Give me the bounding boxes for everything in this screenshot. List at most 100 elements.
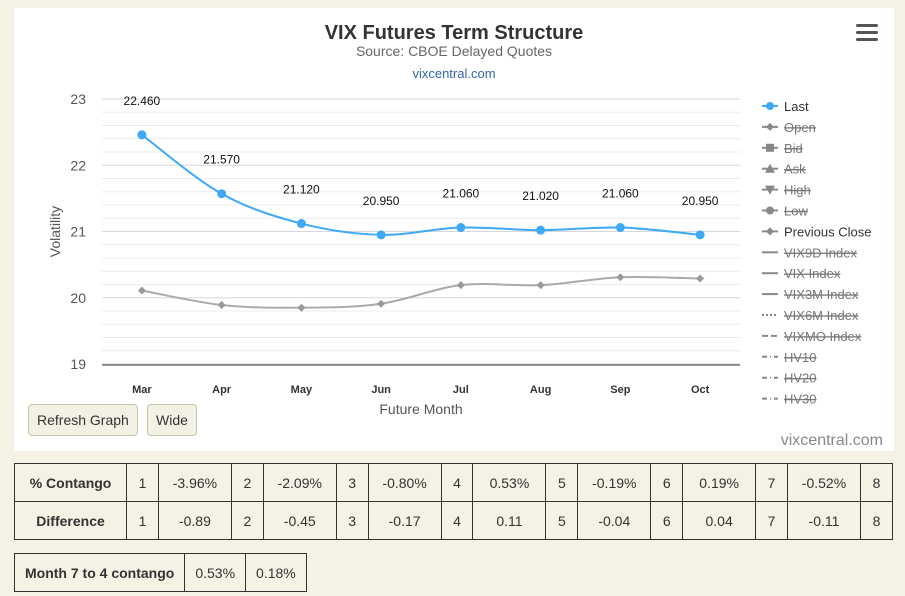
value-cell: -0.04: [577, 501, 652, 540]
data-label: 21.120: [283, 183, 320, 197]
legend-label: HV20: [784, 371, 817, 386]
legend-item[interactable]: VIX6M Index: [762, 308, 859, 323]
legend-label: Open: [784, 120, 816, 135]
value-cell: -0.11: [786, 501, 861, 540]
last-line: [141, 133, 701, 236]
x-tick-label: Sep: [610, 384, 630, 396]
legend-item[interactable]: HV30: [762, 392, 817, 407]
legend-item[interactable]: HV20: [762, 371, 817, 386]
legend-item[interactable]: VIXMO Index: [762, 329, 862, 344]
legend-item[interactable]: VIX9D Index: [762, 245, 857, 260]
y-tick-label: 23: [70, 91, 86, 107]
chart-panel: VIX Futures Term Structure Source: CBOE …: [14, 8, 894, 451]
value-cell: -2.09%: [262, 463, 337, 502]
legend-marker: [766, 227, 774, 236]
month-index-cell: 1: [126, 463, 159, 502]
month-index-cell: 6: [650, 501, 684, 540]
legend-label: HV30: [784, 392, 817, 407]
legend-item[interactable]: Ask: [762, 162, 806, 177]
month-index-cell: 7: [755, 501, 788, 540]
legend-marker: [766, 206, 774, 215]
value-cell: -0.89: [157, 501, 232, 540]
legend-marker: [766, 122, 774, 131]
month-contango-table: Month 7 to 4 contango 0.53% 0.18%: [13, 553, 307, 592]
contango-table-row: Difference 1 -0.89 2 -0.45 3 -0.17 4 0.11 5 -0.04 6…: [13, 501, 894, 540]
contango-table-row: % Contango 1 -3.96% 2 -2.09% 3 -0.80% 4 0.53% 5 -0…: [13, 463, 894, 502]
previous-close-line: [141, 275, 701, 309]
previous-close-point: [536, 281, 545, 290]
refresh-graph-button[interactable]: Refresh Graph: [28, 404, 138, 436]
last-point: [456, 223, 466, 233]
value-cell: -0.52%: [786, 463, 861, 502]
y-axis-title: Volatility: [47, 206, 63, 257]
hamburger-menu-icon[interactable]: [856, 24, 878, 42]
y-tick-label: 21: [70, 224, 86, 240]
month-index-cell: 1: [126, 501, 159, 540]
previous-close-point: [616, 273, 625, 282]
month-index-cell: 5: [545, 501, 579, 540]
x-tick-label: May: [291, 384, 313, 396]
contango-table: % Contango 1 -3.96% 2 -2.09% 3 -0.80% 4 0.53% 5 -0…: [13, 463, 894, 540]
data-label: 20.950: [363, 194, 400, 208]
data-label: 22.460: [124, 94, 161, 108]
legend-marker: [765, 185, 775, 195]
legend-item[interactable]: Bid: [762, 141, 803, 156]
legend-label: HV10: [784, 350, 817, 365]
last-point: [695, 230, 705, 240]
data-label: 21.020: [522, 189, 559, 203]
legend-item[interactable]: Last: [762, 99, 809, 114]
x-tick-label: Jun: [371, 384, 391, 396]
chart-credit[interactable]: vixcentral.com: [780, 432, 883, 449]
value-cell: 0.11: [472, 501, 547, 540]
month-index-cell: 8: [859, 501, 894, 540]
last-point: [217, 189, 227, 199]
month-index-cell: 4: [440, 463, 474, 502]
month-index-cell: 3: [335, 501, 369, 540]
previous-close-point: [456, 281, 465, 290]
previous-close-point: [297, 303, 306, 312]
data-label: 21.060: [602, 187, 639, 201]
wide-button[interactable]: Wide: [147, 404, 197, 436]
chart-source-link[interactable]: vixcentral.com: [412, 66, 496, 81]
legend-item[interactable]: High: [762, 183, 811, 198]
value-cell: -0.45: [262, 501, 337, 540]
legend-item[interactable]: VIX3M Index: [762, 287, 859, 302]
previous-close-point: [377, 299, 386, 308]
legend-item[interactable]: Low: [762, 204, 808, 219]
month-index-cell: 2: [230, 501, 264, 540]
row-label: % Contango: [13, 463, 128, 502]
previous-close-point: [137, 286, 146, 295]
value-cell: 0.04: [682, 501, 757, 540]
value-cell: -3.96%: [157, 463, 232, 502]
y-tick-label: 20: [70, 290, 86, 306]
month-contango-value: 0.18%: [245, 553, 307, 592]
month-contango-value: 0.53%: [184, 553, 247, 592]
x-tick-label: Apr: [212, 384, 232, 396]
legend-item[interactable]: Previous Close: [762, 224, 871, 239]
chart-subtitle: Source: CBOE Delayed Quotes: [355, 43, 553, 59]
last-point: [137, 130, 147, 140]
value-cell: -0.19%: [577, 463, 652, 502]
legend-label: Low: [784, 204, 808, 219]
legend-item[interactable]: VIX Index: [762, 266, 841, 281]
x-tick-label: Mar: [132, 384, 152, 396]
y-tick-label: 19: [70, 356, 86, 372]
last-point: [296, 219, 306, 229]
x-tick-label: Oct: [691, 384, 710, 396]
previous-close-point: [217, 301, 226, 310]
month-contango-label: Month 7 to 4 contango: [13, 553, 186, 592]
legend-item[interactable]: Open: [762, 120, 816, 135]
legend-item[interactable]: HV10: [762, 350, 817, 365]
legend-label: VIX3M Index: [784, 287, 859, 302]
value-cell: -0.80%: [367, 463, 442, 502]
legend-label: High: [784, 183, 811, 198]
legend-marker: [765, 163, 775, 173]
month-index-cell: 2: [230, 463, 264, 502]
last-point: [376, 230, 386, 240]
legend-label: Ask: [784, 162, 806, 177]
month-index-cell: 3: [335, 463, 369, 502]
legend-marker: [766, 102, 774, 110]
x-axis-title: Future Month: [379, 401, 462, 417]
data-label: 21.060: [443, 187, 480, 201]
value-cell: 0.19%: [682, 463, 757, 502]
